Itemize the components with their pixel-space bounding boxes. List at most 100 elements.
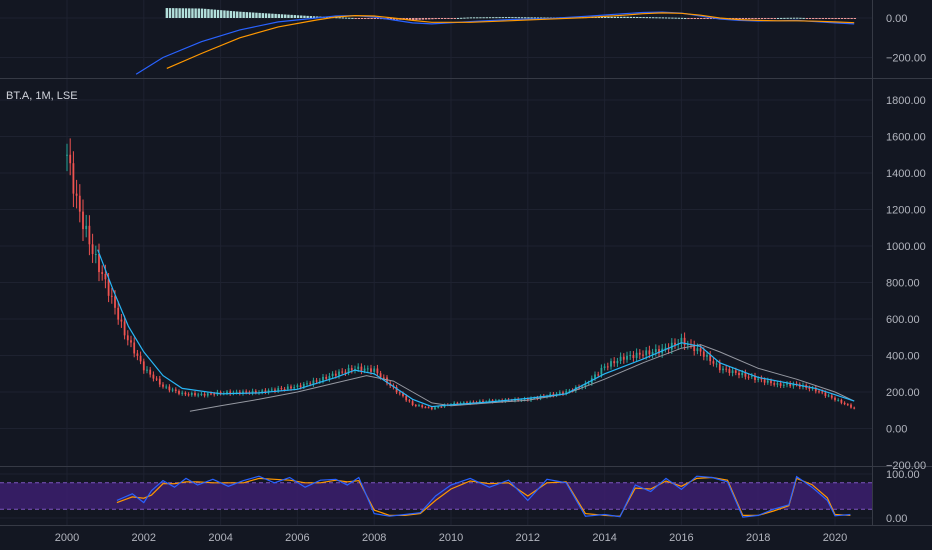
macd-histogram-bar (168, 8, 172, 18)
candle-body (469, 401, 472, 404)
symbol-legend[interactable]: BT.A, 1M, LSE (6, 90, 78, 102)
candle-body (379, 373, 382, 378)
candle-body (744, 372, 747, 377)
macd-histogram-bar (175, 8, 178, 18)
candle-body (155, 378, 158, 380)
slow-moving-average (189, 344, 855, 412)
macd-histogram-bar (815, 18, 818, 19)
candle-body (766, 380, 769, 383)
macd-histogram-bar (213, 9, 217, 18)
price-y-tick-label: −200.00 (886, 460, 926, 472)
candle-body (274, 389, 276, 392)
candle-body (168, 386, 171, 391)
candle-body (466, 402, 468, 404)
fast-moving-average (97, 249, 855, 408)
macd-histogram-bar (738, 18, 741, 19)
macd-histogram-bar (373, 18, 377, 19)
candle-body (552, 393, 555, 396)
candle-body (622, 356, 625, 360)
stochastic-d-line (116, 476, 851, 517)
macd-histogram-bar (527, 17, 530, 19)
candle-body (357, 366, 360, 369)
candle-body (491, 400, 494, 402)
candle-body (296, 385, 299, 388)
candle-body (853, 407, 856, 409)
candle-body (584, 383, 587, 387)
candle-body (850, 404, 852, 408)
macd-histogram-bar (597, 16, 601, 18)
macd-histogram-bar (370, 18, 373, 19)
macd-histogram-bar (517, 17, 521, 19)
candle-body (283, 389, 286, 391)
candle-body (85, 225, 88, 230)
macd-histogram-bar (780, 17, 783, 19)
macd-histogram-bar (341, 17, 345, 19)
macd-histogram-bar (632, 16, 636, 18)
candle-body (837, 399, 840, 401)
candle-body (373, 368, 376, 372)
candle-body (734, 370, 737, 373)
macd-histogram-bar (447, 18, 450, 19)
candle-body (562, 392, 564, 394)
macd-histogram-bar (431, 18, 434, 20)
macd-histogram-bar (847, 18, 850, 19)
macd-histogram-bar (773, 18, 777, 19)
macd-histogram-bar (540, 17, 543, 19)
macd-histogram-bar (610, 16, 613, 18)
candle-body (594, 374, 596, 379)
price-y-tick-label: 200.00 (886, 387, 920, 399)
candle-body (152, 374, 155, 379)
price-scale[interactable]: 0.00 −200.00 1800.00 1600.00 1400.00 1200.00 1… (886, 13, 926, 525)
candle-body (315, 380, 318, 382)
candle-body (360, 366, 363, 371)
macd-histogram-bar (440, 18, 444, 19)
macd-histogram-bar (376, 18, 380, 19)
macd-histogram-bar (840, 18, 844, 19)
macd-histogram-bar (536, 17, 540, 19)
candle-body (814, 387, 817, 392)
macd-lines (135, 11, 855, 75)
candle-body (610, 361, 612, 367)
macd-histogram-bar (188, 8, 191, 18)
candle-body (142, 361, 145, 371)
macd-histogram-bar (220, 10, 223, 18)
candle-body (664, 347, 667, 349)
candle-body (770, 380, 772, 384)
time-scale[interactable]: 2000 2002 2004 2006 2008 2010 2012 2014 2016 2018… (55, 532, 847, 544)
price-y-tick-label: 0.00 (886, 424, 907, 436)
candle-body (110, 295, 113, 297)
candle-body (581, 386, 584, 388)
candle-body (363, 368, 366, 371)
candle-body (568, 390, 571, 392)
macd-histogram-bar (636, 16, 639, 18)
macd-histogram-bar (520, 17, 524, 19)
macd-histogram-bar (671, 17, 674, 19)
x-tick-label: 2002 (132, 532, 156, 544)
macd-histogram-bar (639, 17, 642, 19)
candle-body (440, 406, 443, 408)
macd-histogram-bar (216, 9, 220, 18)
candle-body (629, 354, 632, 356)
candle-body (366, 368, 369, 370)
macd-histogram-bar (661, 17, 665, 19)
macd-histogram-bar (479, 17, 482, 19)
candle-body (286, 386, 289, 390)
macd-histogram-bar (178, 8, 181, 18)
candle-body (331, 373, 334, 376)
macd-y-tick-label: −200.00 (886, 53, 926, 65)
candle-body (277, 388, 280, 392)
candle-body (94, 254, 97, 256)
candle-body (645, 350, 648, 356)
candle-body (789, 383, 792, 387)
candle-body (642, 354, 644, 356)
macd-histogram-bar (232, 11, 236, 18)
macd-histogram-bar (306, 15, 309, 18)
candle-body (264, 390, 267, 393)
moving-averages (97, 249, 855, 412)
macd-histogram-bar (744, 18, 748, 19)
macd-histogram-bar (165, 8, 169, 18)
candle-body (776, 383, 779, 385)
macd-histogram-bar (613, 16, 617, 18)
price-y-tick-label: 1200.00 (886, 205, 926, 217)
macd-histogram-bar (223, 10, 226, 18)
